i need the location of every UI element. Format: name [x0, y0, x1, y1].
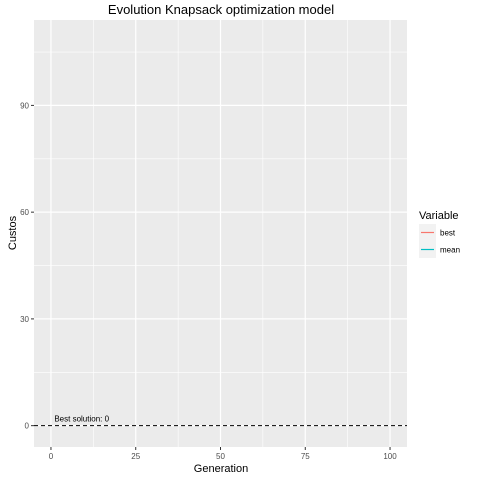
- y-tick-label: 0: [25, 422, 30, 431]
- y-axis-ticks: 0 30 60 90: [20, 101, 34, 431]
- x-tick-label: 75: [301, 452, 310, 461]
- x-axis-title: Generation: [194, 463, 248, 475]
- x-tick-label: 100: [383, 452, 397, 461]
- y-tick-label: 60: [20, 208, 29, 217]
- legend-title: Variable: [419, 210, 459, 222]
- legend-label-best: best: [440, 229, 456, 238]
- legend: Variable best mean: [419, 210, 460, 258]
- y-axis-title: Custos: [7, 215, 19, 250]
- y-tick-label: 90: [20, 101, 29, 110]
- chart-title: Evolution Knapsack optimization model: [108, 2, 334, 17]
- x-tick-label: 0: [49, 452, 54, 461]
- annotation-best-solution: Best solution: 0: [54, 415, 109, 424]
- annotation-layer: Best solution: 0: [54, 415, 109, 424]
- y-tick-label: 30: [20, 315, 29, 324]
- x-tick-label: 25: [131, 452, 140, 461]
- x-tick-label: 50: [216, 452, 225, 461]
- x-axis-ticks: 0 25 50 75 100: [49, 447, 397, 461]
- legend-items: best mean: [419, 224, 460, 258]
- legend-label-mean: mean: [440, 246, 460, 255]
- grid-major: [34, 20, 407, 447]
